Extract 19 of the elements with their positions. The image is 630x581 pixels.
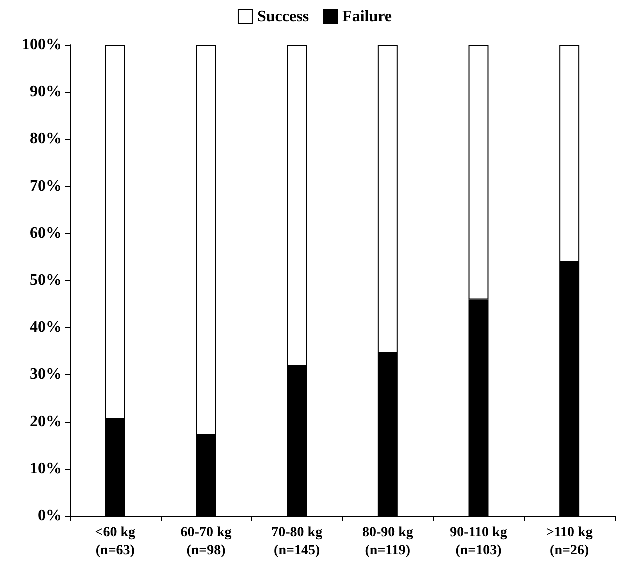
x-tick-label: 60-70 kg (n=98) [180,526,232,558]
y-tick-label: 60% [30,224,62,242]
y-tick-label: 0% [38,508,62,524]
y-tick-label: 20% [30,413,62,430]
y-tick-label: 70% [30,178,62,195]
x-tick-label: 80-90 kg (n=119) [362,526,414,558]
x-tick-label: 70-80 kg (n=145) [272,526,323,558]
y-tick-label: 40% [30,319,62,336]
legend-label: Failure [342,8,392,26]
y-tick-label: 50% [30,272,62,289]
y-tick-label: 80% [30,130,62,148]
x-tick-label: >110 kg (n=26) [546,526,593,558]
x-tick-label: 90-110 kg (n=103) [450,526,508,558]
y-tick-label: 100% [22,36,62,54]
legend-label: Success [257,8,310,26]
y-tick-label: 10% [30,460,62,478]
y-tick-label: 30% [30,366,62,384]
y-tick-label: 90% [30,84,62,101]
x-tick-label: <60 kg (n=63) [95,526,136,558]
